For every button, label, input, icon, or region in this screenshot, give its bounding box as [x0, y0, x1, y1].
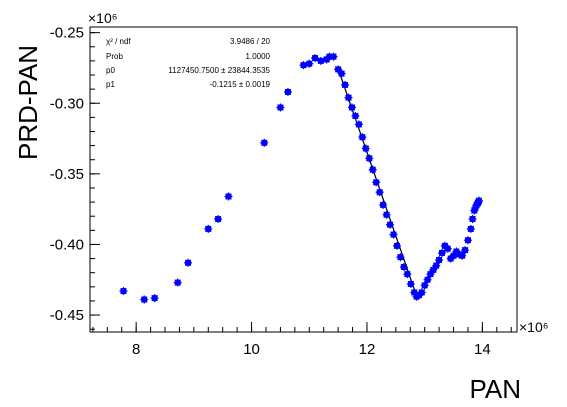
y-multiplier: ×10⁶ [88, 10, 118, 26]
data-point [344, 93, 353, 102]
data-point [283, 87, 292, 96]
y-tick-label: -0.25 [50, 25, 84, 42]
plot-frame [89, 26, 518, 333]
data-point [341, 80, 350, 89]
data-point [204, 224, 213, 233]
data-point [173, 278, 182, 287]
data-point [316, 56, 325, 65]
data-point [386, 220, 395, 229]
data-point [382, 210, 391, 219]
data-point [260, 138, 269, 147]
data-point [299, 61, 308, 70]
data-point [311, 54, 320, 63]
data-point [368, 165, 377, 174]
data-point [276, 103, 285, 112]
data-point [379, 200, 388, 209]
stats-prob-value: 1.0000 [246, 52, 271, 61]
y-tick-label: -0.45 [50, 307, 84, 324]
data-point [443, 244, 452, 253]
data-point [466, 224, 475, 233]
data-point [392, 241, 401, 250]
y-tick-label: -0.35 [50, 166, 84, 183]
stats-p1-value: -0.1215 ± 0.0019 [210, 80, 271, 89]
data-point [365, 154, 374, 163]
data-point [184, 258, 193, 267]
stats-p0-label: p0 [106, 66, 115, 75]
data-point [435, 255, 444, 264]
stats-p0-value: 1127450.7500 ± 23844.3535 [168, 66, 270, 75]
data-point [406, 279, 415, 288]
stats-box: χ² / ndf 3.9486 / 20 Prob 1.0000 p0 1127… [106, 37, 271, 89]
stats-prob-label: Prob [106, 52, 123, 61]
x-axis-label: PAN [469, 374, 521, 404]
x-tick-label: 14 [474, 341, 491, 358]
data-point [305, 59, 314, 68]
data-point [361, 144, 370, 153]
data-point [224, 192, 233, 201]
x-tick-label: 10 [243, 341, 260, 358]
data-point [150, 294, 159, 303]
data-point [347, 103, 356, 112]
data-point [396, 253, 405, 262]
y-tick-label: -0.40 [50, 236, 84, 253]
data-point [140, 295, 149, 304]
y-axis: -0.45 -0.40 -0.35 -0.30 -0.25 [50, 25, 100, 330]
data-point [329, 52, 338, 61]
x-axis: 8 10 12 14 [92, 322, 512, 358]
data-points [119, 52, 483, 304]
y-axis-label: PRD-PAN [13, 45, 43, 160]
data-point [351, 111, 360, 120]
data-point [474, 196, 483, 205]
data-point [463, 236, 472, 245]
data-point [389, 230, 398, 239]
data-point [337, 69, 346, 78]
stats-p1-label: p1 [106, 80, 115, 89]
data-point [468, 215, 477, 224]
x-tick-label: 8 [132, 341, 140, 358]
data-point [403, 270, 412, 279]
stats-chi2-value: 3.9486 / 20 [230, 37, 271, 46]
stats-chi2-label: χ² / ndf [106, 37, 131, 46]
data-point [417, 288, 426, 297]
data-point [372, 178, 381, 187]
data-point [354, 120, 363, 129]
data-point [358, 133, 367, 142]
x-multiplier: ×10⁶ [519, 319, 549, 335]
data-point [375, 188, 384, 197]
data-point [461, 246, 470, 255]
data-point [399, 263, 408, 272]
data-point [334, 65, 343, 74]
x-tick-label: 12 [359, 341, 376, 358]
data-point [437, 248, 446, 257]
data-point [214, 215, 223, 224]
data-point [119, 287, 128, 296]
y-tick-label: -0.30 [50, 95, 84, 112]
